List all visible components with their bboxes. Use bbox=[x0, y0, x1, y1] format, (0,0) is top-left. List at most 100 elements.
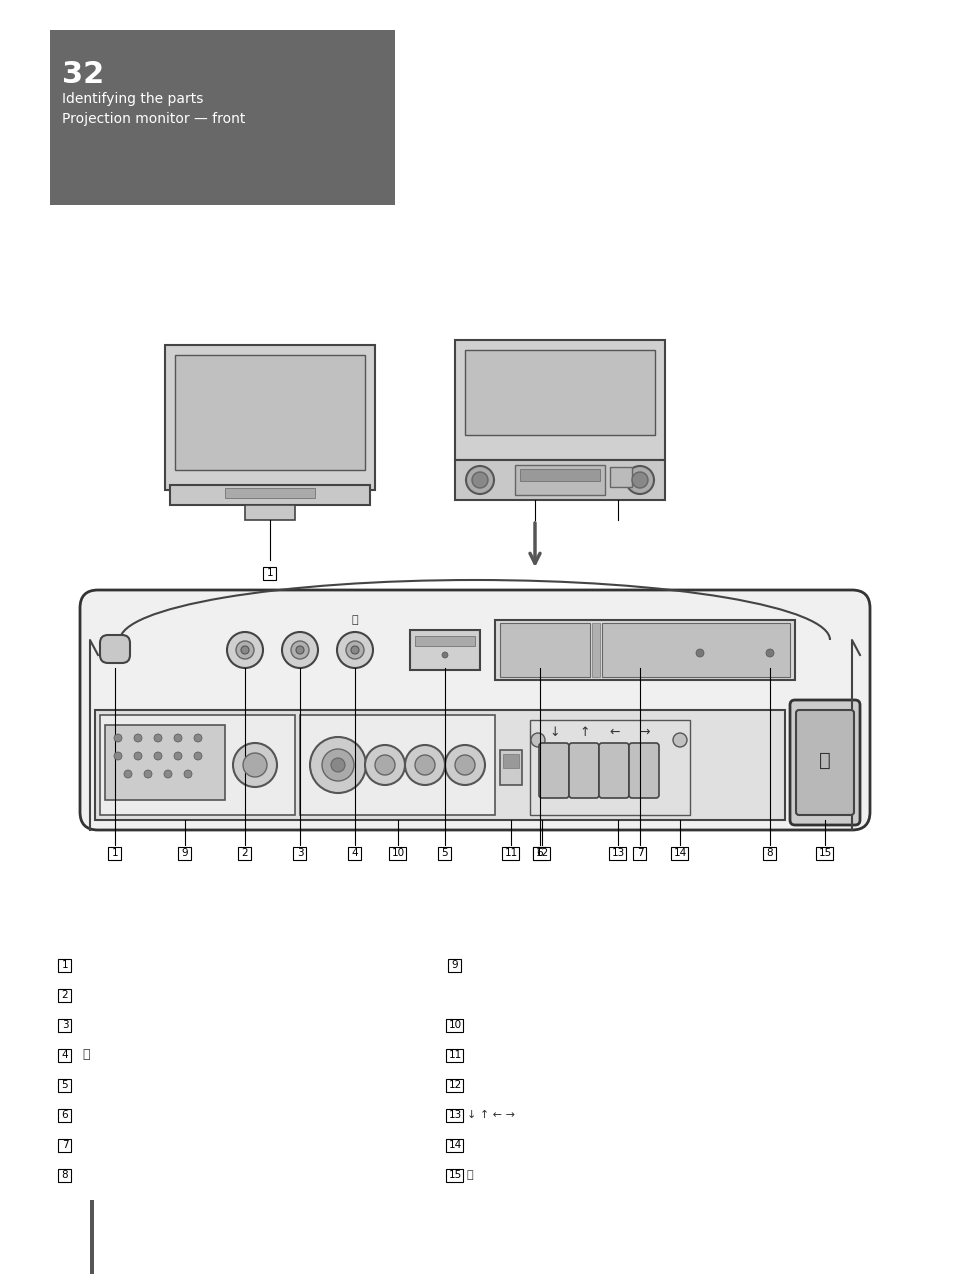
Text: 13: 13 bbox=[611, 848, 624, 857]
Text: ⏻: ⏻ bbox=[467, 1170, 473, 1180]
Bar bbox=[446, 1168, 463, 1181]
Circle shape bbox=[465, 466, 494, 494]
Bar bbox=[533, 846, 550, 860]
Text: ⏻: ⏻ bbox=[819, 750, 830, 769]
Bar bbox=[299, 715, 495, 815]
Bar bbox=[90, 1200, 94, 1274]
Bar bbox=[515, 465, 604, 496]
Text: 12: 12 bbox=[448, 1080, 461, 1091]
Bar bbox=[238, 846, 252, 860]
Circle shape bbox=[346, 641, 364, 659]
Bar bbox=[446, 1049, 463, 1061]
Bar bbox=[592, 623, 599, 676]
Text: Identifying the parts: Identifying the parts bbox=[62, 92, 203, 106]
Bar bbox=[95, 710, 784, 820]
Text: 1: 1 bbox=[267, 568, 273, 578]
Bar bbox=[348, 846, 361, 860]
Bar bbox=[58, 1079, 71, 1092]
Bar bbox=[58, 958, 71, 972]
Circle shape bbox=[375, 755, 395, 775]
Bar bbox=[633, 846, 646, 860]
Bar bbox=[502, 754, 518, 768]
Bar bbox=[109, 846, 121, 860]
Text: Projection monitor — front: Projection monitor — front bbox=[62, 112, 245, 126]
Bar bbox=[245, 505, 294, 520]
Bar bbox=[58, 1049, 71, 1061]
Bar bbox=[455, 460, 664, 499]
Circle shape bbox=[133, 752, 142, 761]
Text: 9: 9 bbox=[181, 848, 188, 857]
Circle shape bbox=[295, 646, 304, 654]
Text: 15: 15 bbox=[818, 848, 831, 857]
Bar bbox=[519, 469, 599, 482]
Circle shape bbox=[164, 769, 172, 778]
Circle shape bbox=[243, 753, 267, 777]
Circle shape bbox=[241, 646, 249, 654]
Bar bbox=[389, 846, 406, 860]
Text: 7: 7 bbox=[636, 848, 642, 857]
Text: 1: 1 bbox=[62, 961, 69, 970]
Bar bbox=[165, 345, 375, 490]
Text: 2: 2 bbox=[62, 990, 69, 1000]
Text: 2: 2 bbox=[241, 848, 248, 857]
Circle shape bbox=[331, 758, 345, 772]
Circle shape bbox=[625, 466, 654, 494]
Circle shape bbox=[455, 755, 475, 775]
Bar bbox=[530, 720, 689, 815]
Bar bbox=[446, 1079, 463, 1092]
FancyBboxPatch shape bbox=[795, 710, 853, 815]
Text: 6: 6 bbox=[537, 848, 543, 857]
Circle shape bbox=[173, 734, 182, 741]
Bar bbox=[671, 846, 688, 860]
Text: ⏻: ⏻ bbox=[82, 1049, 90, 1061]
Bar bbox=[609, 468, 631, 487]
Bar bbox=[178, 846, 192, 860]
Bar bbox=[174, 355, 365, 470]
Text: 4: 4 bbox=[352, 848, 358, 857]
Bar bbox=[495, 620, 794, 680]
FancyBboxPatch shape bbox=[80, 590, 869, 829]
Circle shape bbox=[441, 652, 448, 657]
Bar bbox=[294, 846, 306, 860]
Circle shape bbox=[336, 632, 373, 668]
Bar bbox=[105, 725, 225, 800]
FancyBboxPatch shape bbox=[789, 699, 859, 826]
Bar bbox=[225, 488, 314, 498]
Circle shape bbox=[113, 734, 122, 741]
Circle shape bbox=[631, 471, 647, 488]
Text: →: → bbox=[639, 725, 650, 739]
Circle shape bbox=[444, 745, 484, 785]
Text: 14: 14 bbox=[673, 848, 686, 857]
Circle shape bbox=[124, 769, 132, 778]
Bar bbox=[263, 567, 276, 580]
Bar bbox=[58, 1108, 71, 1121]
Bar bbox=[816, 846, 833, 860]
Text: 4: 4 bbox=[62, 1050, 69, 1060]
Bar bbox=[58, 1018, 71, 1032]
Text: 15: 15 bbox=[448, 1170, 461, 1180]
Circle shape bbox=[415, 755, 435, 775]
Text: 6: 6 bbox=[62, 1110, 69, 1120]
Text: 10: 10 bbox=[391, 848, 404, 857]
Bar bbox=[170, 485, 370, 505]
Bar bbox=[609, 846, 626, 860]
Text: 11: 11 bbox=[448, 1050, 461, 1060]
Circle shape bbox=[113, 752, 122, 761]
Text: 10: 10 bbox=[448, 1020, 461, 1029]
FancyBboxPatch shape bbox=[100, 634, 130, 662]
Bar bbox=[100, 715, 294, 815]
Bar bbox=[455, 340, 664, 460]
Circle shape bbox=[310, 736, 366, 792]
Bar bbox=[446, 1139, 463, 1152]
Text: 7: 7 bbox=[62, 1140, 69, 1150]
Circle shape bbox=[235, 641, 253, 659]
Text: 3: 3 bbox=[296, 848, 303, 857]
FancyBboxPatch shape bbox=[568, 743, 598, 798]
Circle shape bbox=[227, 632, 263, 668]
Text: ↓ ↑ ← →: ↓ ↑ ← → bbox=[467, 1110, 515, 1120]
Circle shape bbox=[672, 733, 686, 747]
Circle shape bbox=[184, 769, 192, 778]
Bar bbox=[410, 631, 479, 670]
Bar bbox=[438, 846, 451, 860]
FancyBboxPatch shape bbox=[538, 743, 568, 798]
